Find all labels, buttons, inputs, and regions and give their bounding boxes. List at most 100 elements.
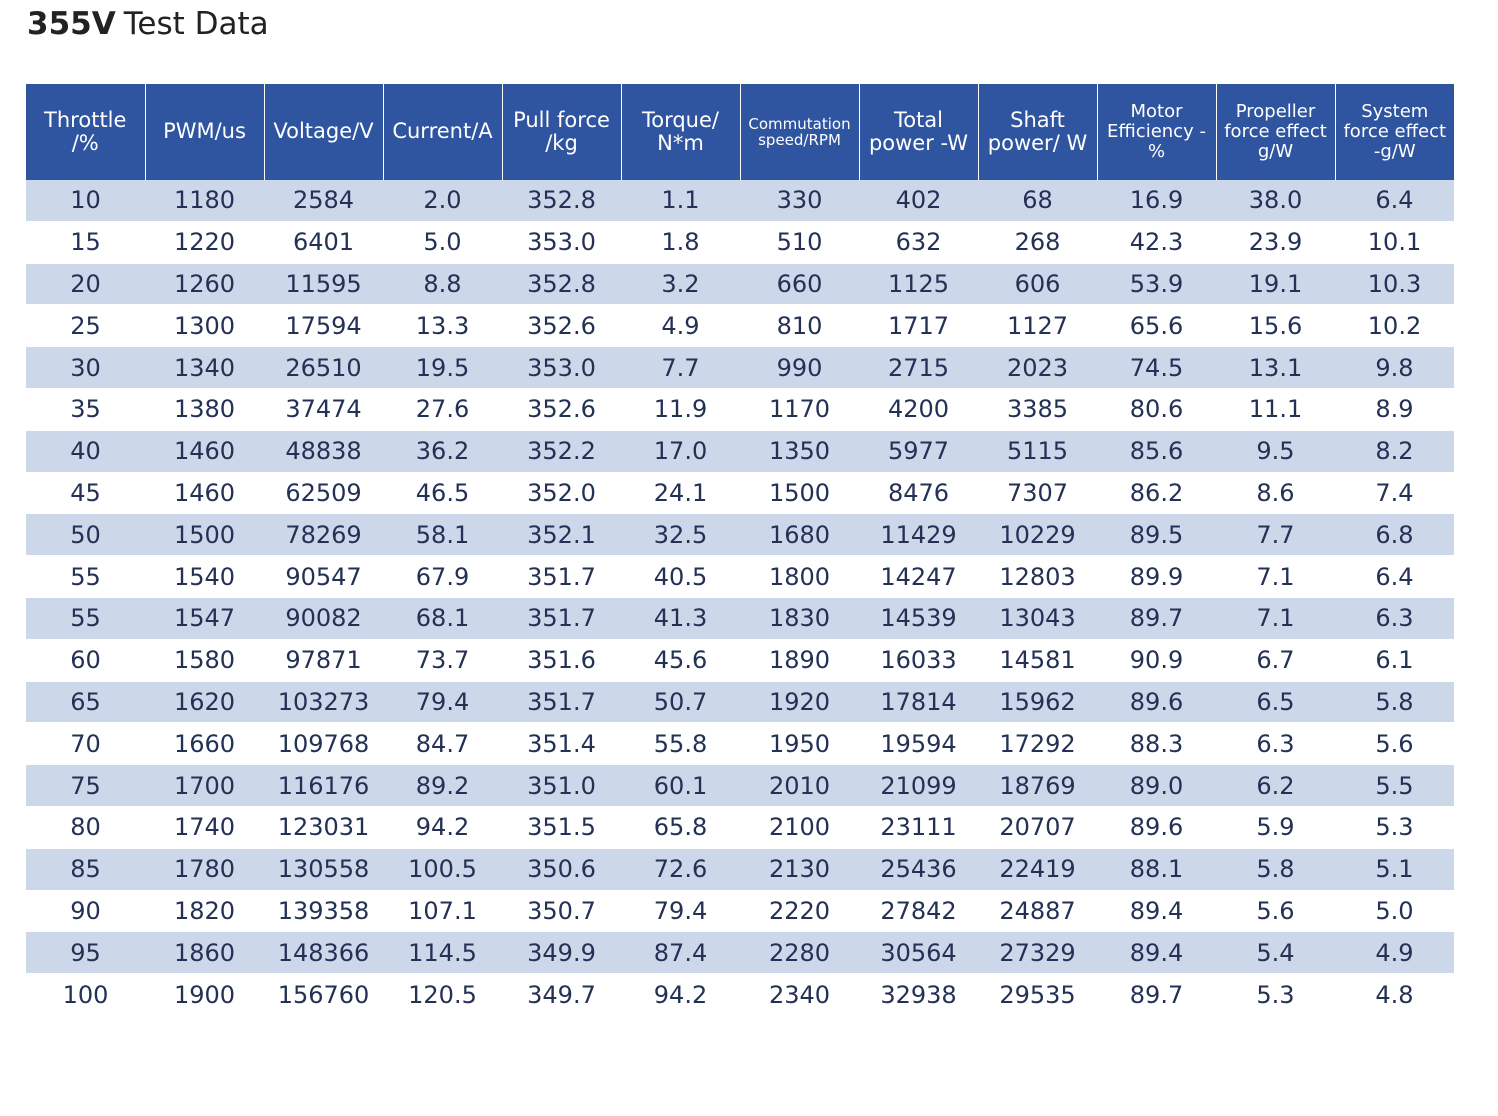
cell-propeller-force-effect: 7.7 xyxy=(1216,513,1335,556)
cell-commutation-speed: 1680 xyxy=(740,513,859,556)
header-throttle: Throttle /% xyxy=(26,84,145,180)
cell-throttle: 55 xyxy=(26,597,145,640)
cell-propeller-force-effect: 5.3 xyxy=(1216,973,1335,1016)
cell-shaft-power: 1127 xyxy=(978,304,1097,347)
cell-pwm: 1540 xyxy=(145,555,264,598)
table-row: 50 1500 78269 58.1 352.1 32.5 1680 11429 10229 89… xyxy=(26,513,1454,556)
cell-current: 27.6 xyxy=(383,388,502,431)
cell-shaft-power: 29535 xyxy=(978,973,1097,1016)
cell-current: 100.5 xyxy=(383,848,502,891)
cell-total-power: 11429 xyxy=(859,513,978,556)
cell-throttle: 30 xyxy=(26,346,145,389)
cell-voltage: 11595 xyxy=(264,263,383,305)
cell-commutation-speed: 2010 xyxy=(740,764,859,807)
cell-propeller-force-effect: 5.4 xyxy=(1216,931,1335,974)
cell-propeller-force-effect: 6.3 xyxy=(1216,722,1335,765)
cell-motor-efficiency: 53.9 xyxy=(1097,263,1216,305)
cell-current: 5.0 xyxy=(383,221,502,264)
cell-torque: 32.5 xyxy=(621,513,740,556)
cell-current: 19.5 xyxy=(383,346,502,389)
cell-motor-efficiency: 74.5 xyxy=(1097,346,1216,389)
cell-shaft-power: 606 xyxy=(978,263,1097,305)
cell-motor-efficiency: 16.9 xyxy=(1097,180,1216,222)
cell-current: 89.2 xyxy=(383,764,502,807)
cell-shaft-power: 14581 xyxy=(978,639,1097,682)
header-torque: Torque/ N*m xyxy=(620,84,740,180)
cell-torque: 65.8 xyxy=(621,806,740,849)
cell-shaft-power: 10229 xyxy=(978,513,1097,556)
cell-commutation-speed: 330 xyxy=(740,180,859,222)
table-row: 45 1460 62509 46.5 352.0 24.1 1500 8476 7307 86.2… xyxy=(26,472,1454,514)
cell-system-force-effect: 10.3 xyxy=(1335,263,1454,305)
cell-torque: 55.8 xyxy=(621,722,740,765)
cell-voltage: 116176 xyxy=(264,764,383,807)
cell-motor-efficiency: 88.1 xyxy=(1097,848,1216,891)
cell-voltage: 156760 xyxy=(264,973,383,1016)
cell-voltage: 48838 xyxy=(264,430,383,473)
cell-pull-force: 353.0 xyxy=(502,221,621,264)
table-row: 70 1660 109768 84.7 351.4 55.8 1950 19594 17292 8… xyxy=(26,722,1454,765)
cell-pwm: 1547 xyxy=(145,597,264,640)
header-commutation-speed: Commutation speed/RPM xyxy=(739,84,859,180)
cell-pwm: 1180 xyxy=(145,180,264,222)
cell-system-force-effect: 8.9 xyxy=(1335,388,1454,431)
cell-pull-force: 351.5 xyxy=(502,806,621,849)
cell-current: 8.8 xyxy=(383,263,502,305)
cell-system-force-effect: 8.2 xyxy=(1335,430,1454,473)
header-propeller-force-effect: Propeller force effect g/W xyxy=(1215,84,1335,180)
cell-motor-efficiency: 85.6 xyxy=(1097,430,1216,473)
cell-current: 120.5 xyxy=(383,973,502,1016)
cell-throttle: 25 xyxy=(26,304,145,347)
cell-motor-efficiency: 90.9 xyxy=(1097,639,1216,682)
cell-system-force-effect: 4.8 xyxy=(1335,973,1454,1016)
cell-pull-force: 352.8 xyxy=(502,263,621,305)
cell-torque: 79.4 xyxy=(621,890,740,932)
page-title-text: Test Data xyxy=(123,6,269,42)
cell-total-power: 402 xyxy=(859,180,978,222)
cell-propeller-force-effect: 7.1 xyxy=(1216,597,1335,640)
cell-total-power: 19594 xyxy=(859,722,978,765)
cell-shaft-power: 268 xyxy=(978,221,1097,264)
cell-total-power: 17814 xyxy=(859,681,978,723)
cell-motor-efficiency: 89.4 xyxy=(1097,931,1216,974)
cell-pwm: 1460 xyxy=(145,472,264,514)
cell-motor-efficiency: 89.9 xyxy=(1097,555,1216,598)
cell-motor-efficiency: 89.4 xyxy=(1097,890,1216,932)
cell-pull-force: 352.0 xyxy=(502,472,621,514)
cell-pwm: 1860 xyxy=(145,931,264,974)
cell-torque: 4.9 xyxy=(621,304,740,347)
cell-shaft-power: 13043 xyxy=(978,597,1097,640)
cell-system-force-effect: 5.6 xyxy=(1335,722,1454,765)
cell-total-power: 16033 xyxy=(859,639,978,682)
cell-propeller-force-effect: 5.9 xyxy=(1216,806,1335,849)
cell-motor-efficiency: 88.3 xyxy=(1097,722,1216,765)
cell-motor-efficiency: 89.7 xyxy=(1097,973,1216,1016)
cell-current: 114.5 xyxy=(383,931,502,974)
cell-pull-force: 352.6 xyxy=(502,304,621,347)
cell-system-force-effect: 4.9 xyxy=(1335,931,1454,974)
cell-throttle: 60 xyxy=(26,639,145,682)
test-data-table: Throttle /% PWM/us Voltage/V Current/A P… xyxy=(26,84,1454,1016)
cell-commutation-speed: 1500 xyxy=(740,472,859,514)
cell-pull-force: 350.6 xyxy=(502,848,621,891)
cell-shaft-power: 68 xyxy=(978,180,1097,222)
cell-system-force-effect: 5.1 xyxy=(1335,848,1454,891)
cell-system-force-effect: 5.0 xyxy=(1335,890,1454,932)
cell-current: 73.7 xyxy=(383,639,502,682)
cell-commutation-speed: 1350 xyxy=(740,430,859,473)
cell-motor-efficiency: 65.6 xyxy=(1097,304,1216,347)
cell-shaft-power: 17292 xyxy=(978,722,1097,765)
cell-throttle: 75 xyxy=(26,764,145,807)
cell-current: 94.2 xyxy=(383,806,502,849)
cell-system-force-effect: 6.3 xyxy=(1335,597,1454,640)
table-row: 95 1860 148366 114.5 349.9 87.4 2280 30564 27329… xyxy=(26,931,1454,974)
cell-system-force-effect: 6.8 xyxy=(1335,513,1454,556)
cell-total-power: 1125 xyxy=(859,263,978,305)
cell-system-force-effect: 5.5 xyxy=(1335,764,1454,807)
cell-voltage: 103273 xyxy=(264,681,383,723)
cell-voltage: 78269 xyxy=(264,513,383,556)
table-row: 65 1620 103273 79.4 351.7 50.7 1920 17814 15962 8… xyxy=(26,681,1454,723)
cell-pull-force: 351.7 xyxy=(502,597,621,640)
cell-pwm: 1580 xyxy=(145,639,264,682)
cell-motor-efficiency: 89.6 xyxy=(1097,681,1216,723)
